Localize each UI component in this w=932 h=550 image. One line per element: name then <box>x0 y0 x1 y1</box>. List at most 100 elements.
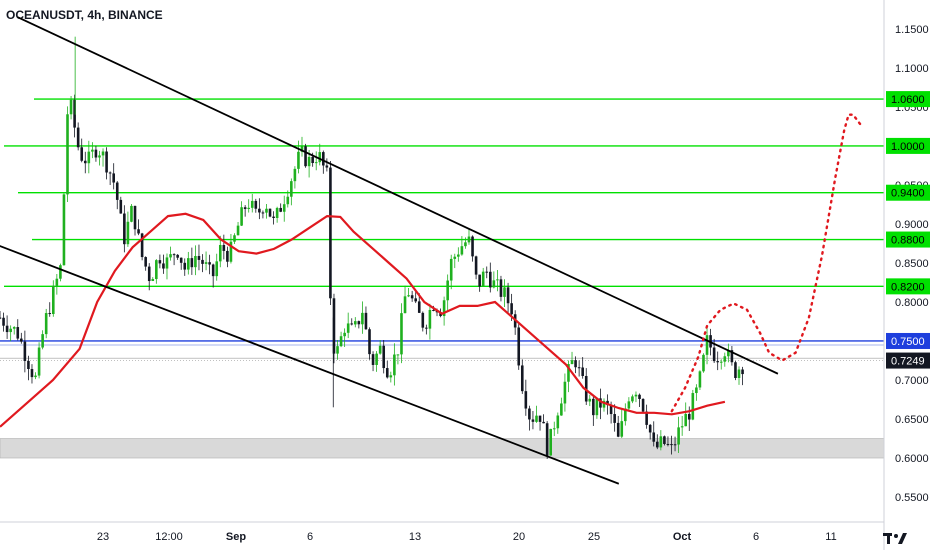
candle-body <box>293 168 297 182</box>
candle-body <box>183 262 187 270</box>
candle-body <box>76 127 80 148</box>
candle-body <box>187 258 190 270</box>
candle-body <box>677 427 680 445</box>
candle-body <box>34 375 37 378</box>
candle-body <box>730 350 734 363</box>
candle-body <box>94 149 98 158</box>
candle-layer <box>0 36 744 459</box>
candle-body <box>705 335 709 355</box>
candle-body <box>208 262 211 265</box>
candle-body <box>0 317 2 319</box>
candle-body <box>556 415 560 429</box>
candle-body <box>641 398 645 412</box>
resistance-level-layer <box>0 98 884 361</box>
candle-body <box>41 334 44 348</box>
candle-body <box>407 295 410 297</box>
candle-body <box>510 303 513 315</box>
candle-body <box>524 391 528 409</box>
candle-body <box>542 421 545 424</box>
candle-body <box>350 323 354 325</box>
candle-body <box>645 411 648 425</box>
candle-body <box>229 241 233 262</box>
candle-body <box>211 264 215 277</box>
candle-body <box>375 353 378 365</box>
candle-body <box>687 413 691 420</box>
current-price-label: 0.7249 <box>891 356 925 368</box>
candle-body <box>5 325 9 333</box>
candle-body <box>226 250 229 262</box>
candle-body <box>691 393 695 420</box>
candle-body <box>165 257 169 269</box>
candle-body <box>282 204 286 212</box>
candle-body <box>616 422 620 437</box>
moving-average-line <box>0 212 726 428</box>
candle-body <box>474 256 478 275</box>
y-tick-label: 0.8500 <box>895 258 929 270</box>
candle-body <box>506 287 510 304</box>
candle-body <box>286 196 290 205</box>
candle-body <box>425 327 428 329</box>
candle-body <box>574 360 577 368</box>
candle-body <box>176 254 179 258</box>
blue-level-label: 0.7500 <box>891 336 925 348</box>
candle-body <box>560 403 563 416</box>
y-tick-label: 0.5500 <box>895 492 929 504</box>
candle-body <box>336 346 339 354</box>
candle-body <box>368 329 371 355</box>
candle-body <box>83 160 87 164</box>
candle-body <box>155 260 158 280</box>
candle-body <box>389 375 393 378</box>
candle-body <box>55 278 59 286</box>
candle-body <box>449 258 453 281</box>
candle-body <box>588 398 592 402</box>
candle-body <box>396 354 400 356</box>
candle-body <box>243 207 247 209</box>
candle-body <box>158 260 162 264</box>
candle-body <box>329 167 332 299</box>
y-tick-label: 0.8000 <box>895 297 929 309</box>
candle-body <box>80 147 84 161</box>
candle-body <box>2 317 5 326</box>
candle-body <box>609 405 613 415</box>
candle-body <box>489 271 492 288</box>
candle-body <box>428 309 432 329</box>
candle-body <box>247 207 251 209</box>
candle-body <box>563 381 567 404</box>
candle-body <box>432 309 435 311</box>
candle-body <box>385 368 389 378</box>
candle-body <box>9 328 12 333</box>
candle-body <box>37 347 41 376</box>
candle-body <box>698 371 702 388</box>
candle-body <box>371 354 375 365</box>
candle-body <box>290 181 293 197</box>
candle-body <box>162 263 165 269</box>
candle-body <box>503 287 506 297</box>
candle-body <box>528 408 531 420</box>
candle-body <box>59 265 62 279</box>
candle-body <box>680 426 684 428</box>
candle-body <box>393 354 396 376</box>
candle-body <box>314 162 318 164</box>
candle-body <box>236 225 240 236</box>
candle-body <box>410 295 414 299</box>
candle-body <box>297 151 300 169</box>
x-tick-label: 6 <box>753 531 759 543</box>
candle-body <box>723 356 727 362</box>
candle-body <box>481 271 485 287</box>
candle-body <box>204 262 208 264</box>
candle-body <box>218 244 222 262</box>
candle-body <box>567 364 570 382</box>
candle-body <box>695 387 698 394</box>
x-tick-label: 20 <box>513 531 525 543</box>
candle-body <box>439 312 442 317</box>
candle-body <box>16 327 20 339</box>
candle-body <box>275 207 279 218</box>
candle-body <box>570 360 574 365</box>
candle-body <box>48 313 52 315</box>
candle-body <box>222 244 226 251</box>
candle-body <box>190 258 194 268</box>
candle-body <box>357 321 361 325</box>
candle-body <box>517 327 521 366</box>
x-tick-label: 11 <box>825 531 836 543</box>
